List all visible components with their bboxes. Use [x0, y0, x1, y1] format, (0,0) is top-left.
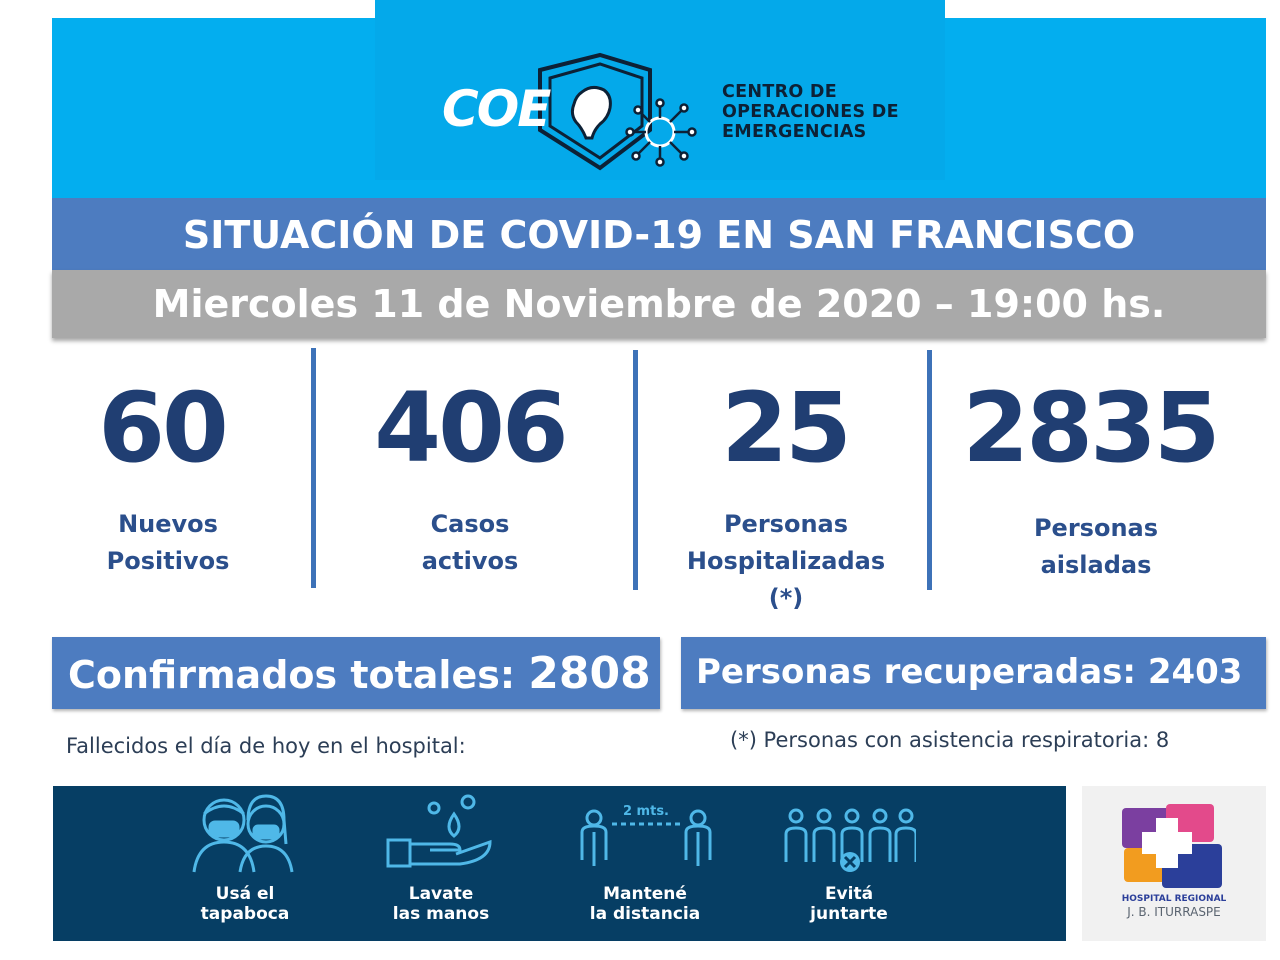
- stat-label-line: Nuevos: [118, 510, 218, 538]
- hospital-name-line: J. B. ITURRASPE: [1127, 905, 1221, 919]
- coe-shield-icon: [538, 52, 697, 171]
- prevention-label-mask: Usá el tapaboca: [160, 884, 330, 924]
- org-name-line: CENTRO DE: [722, 82, 838, 102]
- stat-divider: [311, 348, 316, 588]
- recovered-total-value: 2403: [1147, 652, 1243, 692]
- stat-divider: [633, 350, 638, 590]
- stat-label-line: (*): [768, 584, 804, 612]
- stat-active-cases-label: Casos activos: [350, 506, 590, 580]
- recovered-total-box: [681, 637, 1266, 709]
- confirmed-total: Confirmados totales: 2808: [68, 648, 651, 699]
- recovered-total-label: Personas recuperadas:: [696, 652, 1136, 692]
- prevention-label-line: Evitá: [824, 884, 874, 904]
- face-mask-icon: [192, 794, 294, 873]
- stat-label-line: Personas: [723, 510, 849, 538]
- hospital-name: HOSPITAL REGIONAL J. B. ITURRASPE: [1082, 894, 1266, 919]
- page-title: SITUACIÓN DE COVID-19 EN SAN FRANCISCO: [182, 213, 1136, 257]
- coe-logo-text: COE: [442, 80, 551, 138]
- confirmed-total-box: [52, 637, 660, 709]
- stat-hospitalized-label: Personas Hospitalizadas (*): [660, 506, 912, 617]
- distance-text: 2 mts.: [622, 804, 669, 819]
- stat-label-line: Hospitalizadas: [686, 547, 886, 575]
- prevention-label-line: tapaboca: [200, 904, 290, 924]
- prevention-label-line: Lavate: [408, 884, 474, 904]
- stat-hospitalized-value: 25: [721, 372, 852, 484]
- distance-icon: [580, 809, 712, 866]
- stat-new-positives-label: Nuevos Positivos: [52, 506, 284, 580]
- respiratory-note: (*) Personas con asistencia respiratoria…: [730, 728, 1170, 752]
- stat-isolated-label: Personas aisladas: [966, 510, 1226, 584]
- prevention-label-line: Usá el: [215, 884, 275, 904]
- stat-active-cases-value: 406: [374, 372, 568, 484]
- prevention-label-gathering: Evitá juntarte: [764, 884, 934, 924]
- prevention-label-line: Mantené: [603, 884, 687, 904]
- stat-label-line: Casos: [430, 510, 510, 538]
- prevention-label-hands: Lavate las manos: [356, 884, 526, 924]
- deaths-note: Fallecidos el día de hoy en el hospital:: [66, 734, 466, 758]
- prevention-label-line: juntarte: [810, 904, 888, 924]
- recovered-total: Personas recuperadas: 2403: [696, 652, 1242, 692]
- date-band: [52, 270, 1266, 338]
- prevention-label-line: la distancia: [589, 904, 701, 924]
- prevention-label-line: las manos: [392, 904, 490, 924]
- stat-new-positives-value: 60: [98, 372, 229, 484]
- no-gathering-icon: [784, 808, 916, 872]
- org-name: CENTRO DE OPERACIONES DE EMERGENCIAS: [722, 82, 962, 142]
- stat-label-line: aisladas: [1040, 551, 1152, 579]
- hospital-cross-icon: [1122, 804, 1222, 888]
- confirmed-total-label: Confirmados totales:: [68, 653, 516, 697]
- stat-isolated-value: 2835: [962, 372, 1220, 484]
- prevention-label-distance: Mantené la distancia: [560, 884, 730, 924]
- report-date: Miercoles 11 de Noviembre de 2020 – 19:0…: [152, 282, 1166, 326]
- org-name-line: OPERACIONES DE: [722, 102, 899, 122]
- stat-label-line: activos: [421, 547, 519, 575]
- stat-divider: [927, 350, 932, 590]
- org-name-line: EMERGENCIAS: [722, 122, 867, 142]
- hand-wash-icon: [386, 794, 492, 868]
- stat-label-line: Positivos: [106, 547, 230, 575]
- stat-label-line: Personas: [1033, 514, 1159, 542]
- title-band: [52, 198, 1266, 270]
- hospital-name-line: HOSPITAL REGIONAL: [1121, 894, 1227, 904]
- prevention-banner: [53, 786, 1066, 941]
- confirmed-total-value: 2808: [528, 648, 651, 699]
